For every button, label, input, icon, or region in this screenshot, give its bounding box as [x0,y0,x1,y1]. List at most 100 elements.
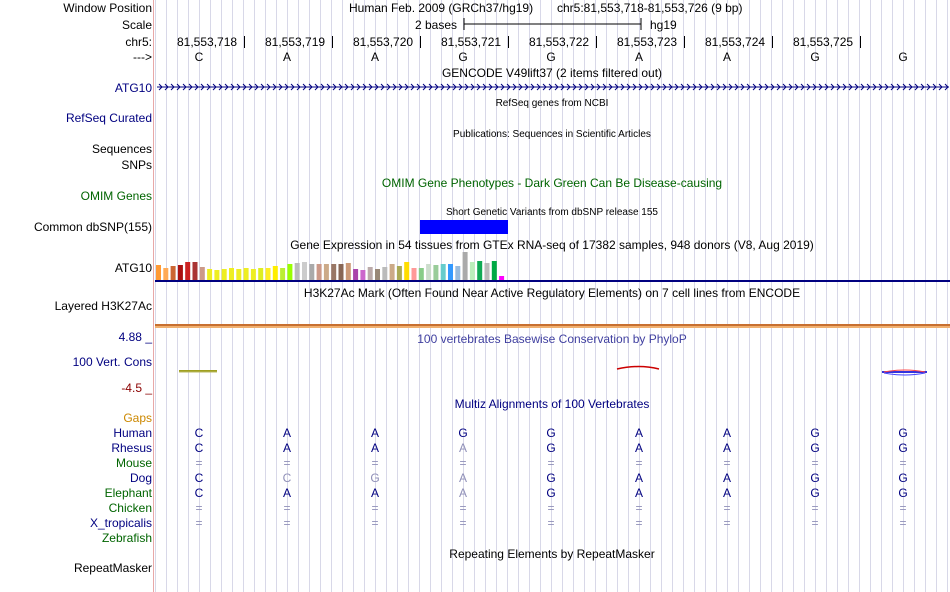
gtex-tissue-bar[interactable] [448,264,453,280]
track-label-h3k27ac[interactable]: Layered H3K27Ac [54,299,152,313]
gtex-tissue-bar[interactable] [418,268,424,280]
repeatmasker-track-title: Repeating Elements by RepeatMasker [449,547,655,561]
strand-chevron [188,83,193,91]
alignment-base: G [810,426,820,440]
gtex-tissue-bar[interactable] [236,269,242,280]
strand-chevron [434,83,439,91]
strand-chevron [242,83,247,91]
gtex-tissue-bar[interactable] [331,264,337,280]
strand-chevron [626,83,631,91]
alignment-base: = [723,501,731,515]
alignment-base: C [194,441,204,455]
gtex-tissue-bar[interactable] [455,266,461,280]
alignment-base: G [546,486,556,500]
strand-chevron [668,83,673,91]
sequence-base: A [282,50,291,64]
alignment-base: = [811,501,819,515]
atg10-gene-arrows[interactable] [157,81,949,93]
gtex-tissue-bar[interactable] [199,267,205,280]
species-label[interactable]: X_tropicalis [89,516,152,530]
gtex-tissue-bar[interactable] [229,268,234,280]
track-label-dbsnp[interactable]: Common dbSNP(155) [33,220,152,234]
species-label[interactable]: Human [113,426,152,440]
gtex-tissue-bar[interactable] [477,261,483,280]
gtex-tissue-bar[interactable] [177,265,183,280]
gtex-tissue-bar[interactable] [287,264,293,280]
track-label-gtex-atg10[interactable]: ATG10 [114,261,152,275]
gtex-tissue-bar[interactable] [221,269,227,280]
strand-chevron [446,83,451,91]
gtex-tissue-bar[interactable] [280,268,286,280]
gtex-tissue-bar[interactable] [360,270,366,280]
gtex-tissue-bar[interactable] [338,264,344,280]
strand-chevron [848,83,853,91]
species-label[interactable]: Dog [129,471,152,485]
gtex-tissue-bar[interactable] [469,262,475,280]
track-label-atg10[interactable]: ATG10 [114,81,152,95]
gtex-tissue-bar[interactable] [214,270,220,280]
strand-chevron [662,83,667,91]
gtex-tissue-bar[interactable] [375,269,380,280]
gtex-tissue-bar[interactable] [316,264,322,280]
strand-chevron [722,83,727,91]
strand-chevron [842,83,847,91]
gtex-expression-barchart[interactable] [155,250,950,281]
species-label[interactable]: Elephant [104,486,152,500]
track-label-omim[interactable]: OMIM Genes [80,189,152,203]
dbsnp-variant-bar[interactable] [420,220,508,234]
strand-chevron [860,83,865,91]
strand-chevron [176,83,181,91]
gtex-tissue-bar[interactable] [258,268,264,280]
gtex-tissue-bar[interactable] [302,262,307,280]
strand-chevron [656,83,661,91]
strand-chevron [404,83,409,91]
species-label[interactable]: Zebrafish [101,531,152,545]
gtex-tissue-bar[interactable] [156,265,161,280]
gtex-tissue-bar[interactable] [367,267,373,280]
phylop-signal[interactable] [155,362,950,378]
gtex-tissue-bar[interactable] [404,262,410,280]
gtex-tissue-bar[interactable] [345,263,351,280]
gtex-tissue-bar[interactable] [185,262,191,280]
strand-chevron [620,83,625,91]
track-label-refseq[interactable]: RefSeq Curated [65,111,152,125]
strand-chevron [800,83,805,91]
gtex-tissue-bar[interactable] [491,261,497,280]
gtex-tissue-bar[interactable] [440,264,446,280]
gtex-tissue-bar[interactable] [462,252,468,280]
species-label[interactable]: Rhesus [111,441,152,455]
track-label-snps[interactable]: SNPs [121,158,152,172]
gtex-tissue-bar[interactable] [207,269,213,280]
gtex-tissue-bar[interactable] [426,264,432,280]
gtex-tissue-bar[interactable] [353,269,359,280]
gtex-tissue-bar[interactable] [272,266,278,280]
strand-chevron [752,83,757,91]
strand-chevron [596,83,601,91]
track-label-repeatmasker[interactable]: RepeatMasker [73,561,152,575]
gtex-tissue-bar[interactable] [499,276,505,280]
gtex-tissue-bar[interactable] [389,264,395,280]
gtex-tissue-bar[interactable] [170,266,176,280]
gtex-tissue-bar[interactable] [243,268,249,280]
gtex-tissue-bar[interactable] [250,269,256,280]
gtex-tissue-bar[interactable] [411,268,417,280]
gtex-tissue-bar[interactable] [309,264,315,280]
gencode-track-title: GENCODE V49lift37 (2 items filtered out) [441,66,663,80]
track-label-gaps[interactable]: Gaps [123,411,152,425]
gtex-tissue-bar[interactable] [484,263,490,280]
gtex-tissue-bar[interactable] [294,263,300,280]
species-label[interactable]: Mouse [115,456,152,470]
gtex-tissue-bar[interactable] [192,262,198,280]
gtex-tissue-bar[interactable] [163,268,169,280]
track-label-sequences[interactable]: Sequences [91,142,152,156]
gtex-tissue-bar[interactable] [382,267,388,280]
species-label[interactable]: Chicken [108,501,152,515]
h3k27ac-signal-bar[interactable] [155,324,950,326]
track-label-phylop[interactable]: 100 Vert. Cons [72,355,152,369]
strand-chevron [902,83,907,91]
gtex-tissue-bar[interactable] [396,266,402,280]
gtex-tissue-bar[interactable] [433,265,439,280]
gtex-tissue-bar[interactable] [265,268,271,280]
gtex-tissue-bar[interactable] [323,264,329,280]
